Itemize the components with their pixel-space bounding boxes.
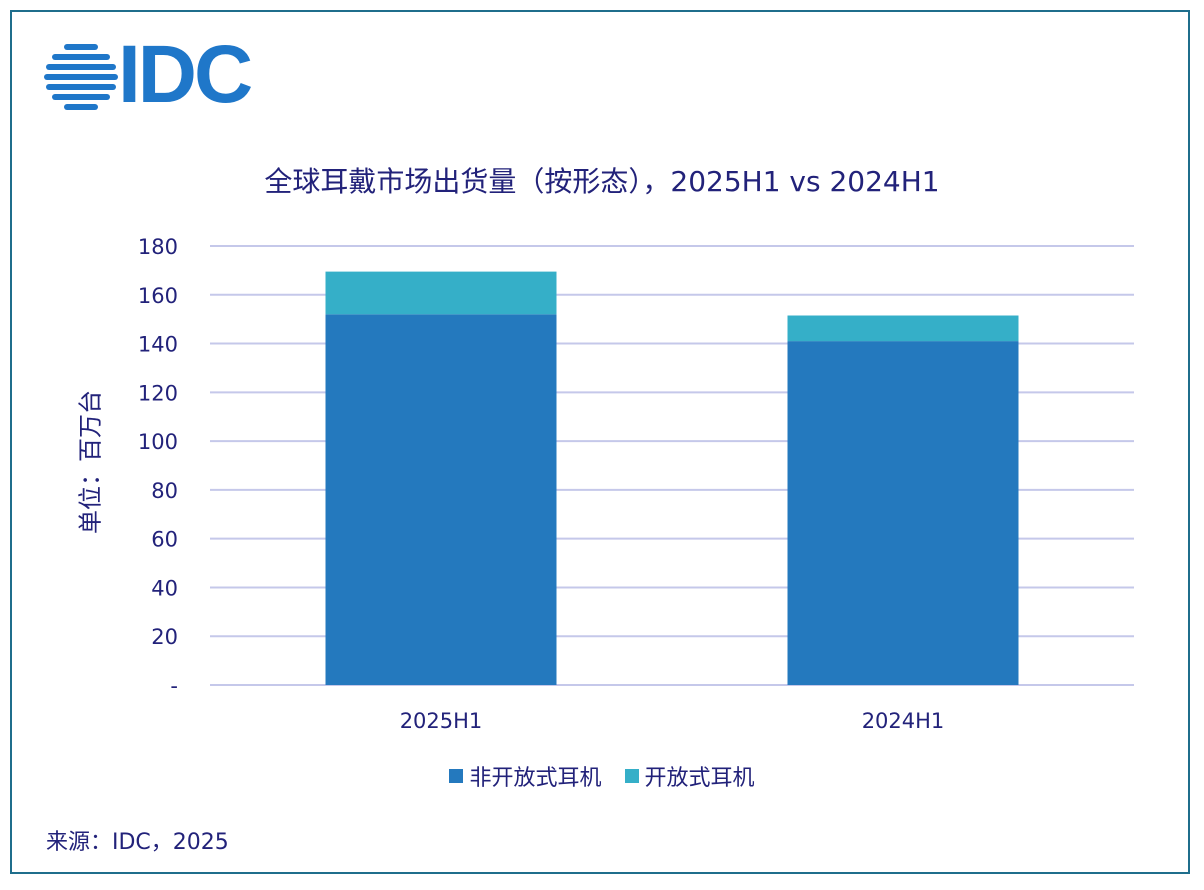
bar-2025H1-series-0 [325,314,557,685]
y-tick-label: 40 [151,576,178,600]
source-note: 来源：IDC，2025 [46,830,229,855]
y-tick-label: 80 [151,479,178,503]
logo-text: IDC [118,29,253,120]
y-tick-label: 60 [151,528,178,552]
idc-globe-icon [44,44,118,110]
x-tick-label: 2024H1 [862,709,945,733]
x-tick-label: 2025H1 [400,709,483,733]
y-tick-label: - [170,674,178,698]
bar-2025H1-series-1 [325,271,557,315]
legend-swatch-closed [449,769,464,783]
y-tick-label: 100 [138,430,178,454]
bar-2024H1-series-1 [787,315,1019,342]
legend-label-closed: 非开放式耳机 [469,766,602,791]
legend-item-open: 开放式耳机 [624,760,755,792]
y-tick-label: 180 [138,235,178,259]
y-tick-label: 20 [151,625,178,649]
y-tick-label: 120 [138,381,178,405]
chart-legend: 非开放式耳机 开放式耳机 [0,760,1204,792]
chart-title: 全球耳戴市场出货量（按形态），2025H1 vs 2024H1 [264,165,940,198]
y-tick-label: 160 [138,284,178,308]
legend-swatch-open [624,769,639,783]
legend-item-closed: 非开放式耳机 [449,760,602,792]
y-tick-label: 140 [138,333,178,357]
legend-label-open: 开放式耳机 [644,766,755,791]
bar-2024H1-series-0 [787,341,1019,685]
